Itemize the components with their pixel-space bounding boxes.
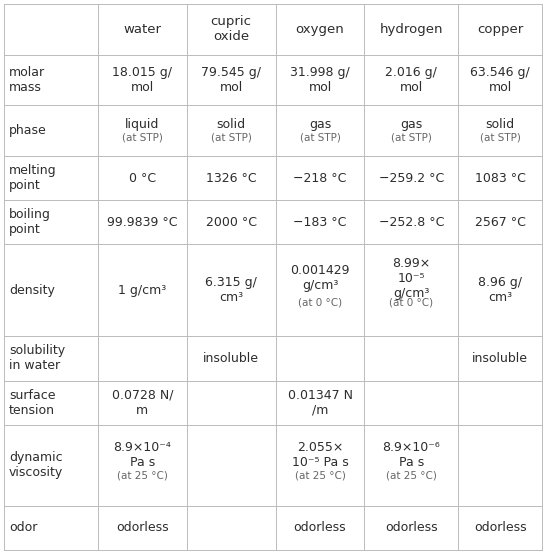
Text: 31.998 g/
mol: 31.998 g/ mol: [290, 66, 350, 94]
Text: copper: copper: [477, 23, 523, 36]
Text: 8.9×10⁻⁶
Pa s: 8.9×10⁻⁶ Pa s: [383, 441, 440, 469]
Text: (at 25 °C): (at 25 °C): [117, 471, 168, 481]
Text: odorless: odorless: [474, 521, 526, 535]
Text: odorless: odorless: [294, 521, 346, 535]
Text: water: water: [123, 23, 162, 36]
Text: (at 0 °C): (at 0 °C): [389, 297, 434, 307]
Text: (at 0 °C): (at 0 °C): [298, 297, 342, 307]
Text: −183 °C: −183 °C: [293, 216, 347, 229]
Text: (at STP): (at STP): [122, 132, 163, 142]
Text: 2.055×
10⁻⁵ Pa s: 2.055× 10⁻⁵ Pa s: [292, 441, 348, 469]
Text: 0.0728 N/
m: 0.0728 N/ m: [112, 389, 173, 417]
Text: 1 g/cm³: 1 g/cm³: [118, 284, 167, 297]
Text: 1083 °C: 1083 °C: [475, 172, 526, 184]
Text: odorless: odorless: [116, 521, 169, 535]
Text: 1326 °C: 1326 °C: [206, 172, 257, 184]
Text: 0.001429
g/cm³: 0.001429 g/cm³: [290, 264, 350, 293]
Text: density: density: [9, 284, 55, 297]
Text: dynamic
viscosity: dynamic viscosity: [9, 452, 63, 479]
Text: −252.8 °C: −252.8 °C: [379, 216, 444, 229]
Text: melting
point: melting point: [9, 164, 57, 192]
Text: 63.546 g/
mol: 63.546 g/ mol: [470, 66, 530, 94]
Text: hydrogen: hydrogen: [379, 23, 443, 36]
Text: −218 °C: −218 °C: [293, 172, 347, 184]
Text: (at STP): (at STP): [300, 132, 341, 142]
Text: 0.01347 N
/m: 0.01347 N /m: [288, 389, 353, 417]
Text: phase: phase: [9, 124, 47, 137]
Text: 8.9×10⁻⁴
Pa s: 8.9×10⁻⁴ Pa s: [114, 441, 171, 469]
Text: insoluble: insoluble: [472, 352, 528, 365]
Text: insoluble: insoluble: [203, 352, 259, 365]
Text: gas: gas: [309, 117, 331, 131]
Text: 2.016 g/
mol: 2.016 g/ mol: [385, 66, 437, 94]
Text: 8.99×
10⁻⁵
g/cm³: 8.99× 10⁻⁵ g/cm³: [392, 257, 431, 300]
Text: 79.545 g/
mol: 79.545 g/ mol: [201, 66, 261, 94]
Text: 6.315 g/
cm³: 6.315 g/ cm³: [205, 276, 257, 304]
Text: gas: gas: [400, 117, 423, 131]
Text: 18.015 g/
mol: 18.015 g/ mol: [112, 66, 173, 94]
Text: solubility
in water: solubility in water: [9, 345, 65, 372]
Text: solid: solid: [485, 117, 515, 131]
Text: 8.96 g/
cm³: 8.96 g/ cm³: [478, 276, 522, 304]
Text: (at STP): (at STP): [211, 132, 252, 142]
Text: boiling
point: boiling point: [9, 208, 51, 236]
Text: odor: odor: [9, 521, 37, 535]
Text: liquid: liquid: [125, 117, 159, 131]
Text: surface
tension: surface tension: [9, 389, 56, 417]
Text: solid: solid: [217, 117, 246, 131]
Text: −259.2 °C: −259.2 °C: [379, 172, 444, 184]
Text: (at 25 °C): (at 25 °C): [386, 471, 437, 481]
Text: (at 25 °C): (at 25 °C): [295, 471, 346, 481]
Text: (at STP): (at STP): [480, 132, 521, 142]
Text: oxygen: oxygen: [295, 23, 345, 36]
Text: 0 °C: 0 °C: [129, 172, 156, 184]
Text: odorless: odorless: [385, 521, 438, 535]
Text: 2567 °C: 2567 °C: [475, 216, 526, 229]
Text: 2000 °C: 2000 °C: [206, 216, 257, 229]
Text: cupric
oxide: cupric oxide: [211, 16, 252, 43]
Text: (at STP): (at STP): [391, 132, 432, 142]
Text: 99.9839 °C: 99.9839 °C: [107, 216, 177, 229]
Text: molar
mass: molar mass: [9, 66, 45, 94]
